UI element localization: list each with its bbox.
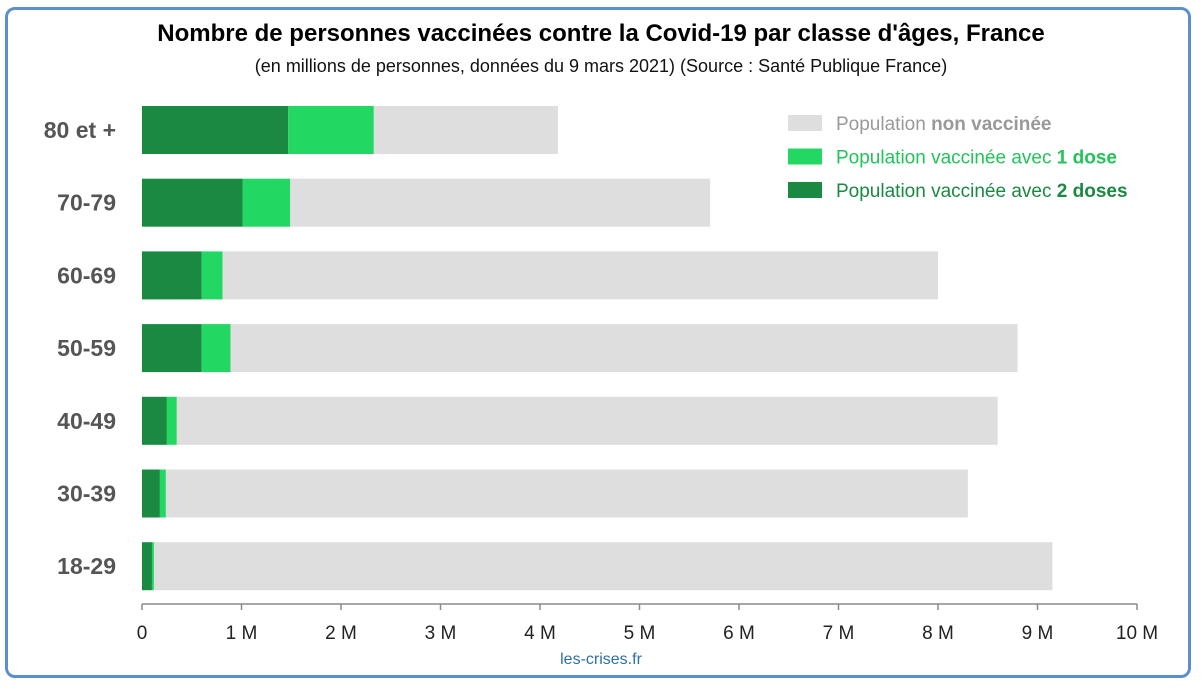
legend-swatch	[788, 115, 822, 131]
bar-80-et--series-2	[373, 106, 558, 154]
legend-swatch	[788, 148, 822, 165]
bar-60-69-series-1	[201, 251, 223, 300]
x-tick-label: 7 M	[823, 623, 855, 644]
bar-60-69-series-2	[222, 251, 939, 300]
bar-30-39-series-0	[142, 469, 160, 518]
x-tick-label: 8 M	[922, 623, 954, 644]
x-tick-label: 1 M	[226, 623, 258, 644]
x-tick-label: 6 M	[723, 623, 755, 644]
legend-swatch	[788, 182, 822, 198]
category-label: 60-69	[57, 262, 116, 288]
category-label: 70-79	[57, 190, 116, 216]
legend-label: Population vaccinée avec 2 doses	[836, 181, 1128, 202]
x-tick-label: 10 M	[1116, 623, 1158, 644]
category-label: 80 et +	[44, 117, 116, 143]
legend-label: Population non vaccinée	[836, 114, 1051, 135]
bar-50-59-series-0	[142, 324, 202, 373]
category-label: 18-29	[57, 553, 116, 579]
bar-40-49-series-0	[142, 396, 167, 445]
category-label: 50-59	[57, 335, 116, 361]
bar-30-39-series-2	[165, 469, 968, 518]
bar-40-49-series-1	[166, 396, 177, 445]
bar-50-59-series-1	[201, 324, 231, 373]
bar-50-59-series-2	[230, 324, 1018, 373]
bar-70-79-series-0	[142, 178, 243, 227]
legend-label: Population vaccinée avec 1 dose	[836, 148, 1117, 169]
bar-60-69-series-0	[142, 251, 202, 300]
legend: Population non vaccinée Population vaccin…	[788, 114, 1128, 202]
category-label: 30-39	[57, 481, 116, 507]
bar-30-39-series-1	[159, 469, 166, 518]
category-labels: 80 et + 70-79 60-69 50-59 40-49 30-39 18-29	[44, 117, 116, 579]
x-tick-label: 3 M	[425, 623, 457, 644]
bar-18-29-series-1	[151, 542, 154, 591]
x-tick-label: 5 M	[624, 623, 656, 644]
bar-70-79-series-2	[290, 178, 711, 227]
chart-title: Nombre de personnes vaccinées contre la …	[157, 20, 1045, 47]
x-axis: 0 1 M 2 M 3 M 4 M 5 M 6 M 7 M 8 M 9 M 10 M	[137, 603, 1158, 644]
x-tick-label: 0	[137, 623, 148, 644]
x-tick-label: 9 M	[1022, 623, 1054, 644]
x-tick-label: 4 M	[524, 623, 556, 644]
bar-40-49-series-2	[176, 396, 998, 445]
bar-80-et--series-1	[288, 106, 374, 154]
bar-18-29-series-0	[142, 542, 152, 591]
bars-group	[142, 106, 1053, 591]
x-tick-label: 2 M	[325, 623, 357, 644]
bar-80-et--series-0	[142, 106, 289, 154]
credit-text: les-crises.fr	[560, 651, 642, 668]
bar-18-29-series-2	[153, 542, 1053, 591]
chart-subtitle: (en millions de personnes, données du 9 …	[254, 56, 948, 76]
bar-70-79-series-1	[242, 178, 291, 227]
category-label: 40-49	[57, 408, 116, 434]
